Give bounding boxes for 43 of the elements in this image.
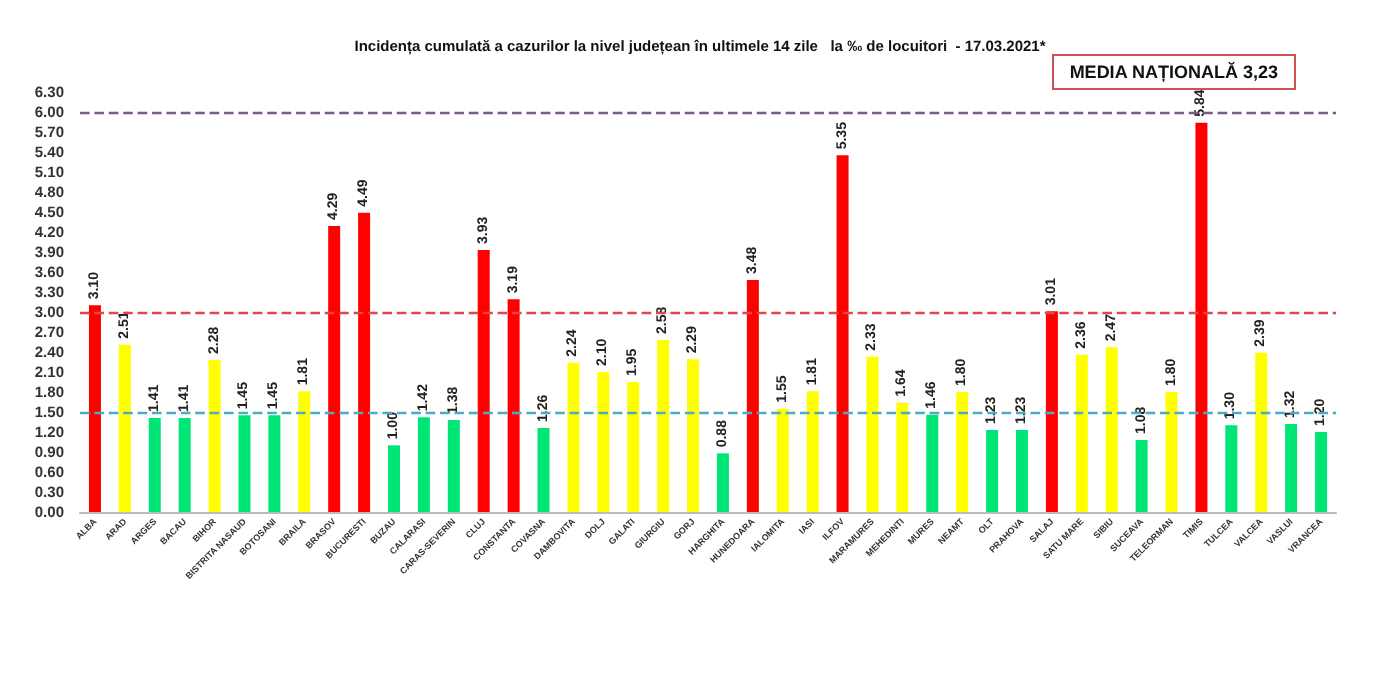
bar xyxy=(88,305,101,512)
bar xyxy=(776,408,789,512)
bar xyxy=(746,280,759,512)
bar xyxy=(1016,430,1028,512)
bar xyxy=(687,359,700,512)
bar xyxy=(358,212,371,512)
bar xyxy=(657,340,670,512)
bar xyxy=(477,250,490,512)
bar xyxy=(627,382,640,512)
bar xyxy=(148,418,161,512)
bar xyxy=(836,155,849,512)
bar xyxy=(896,402,909,512)
bar xyxy=(1135,440,1148,512)
bar xyxy=(298,391,311,512)
bar xyxy=(1165,392,1178,512)
bar xyxy=(1315,432,1328,512)
bar xyxy=(417,417,430,512)
text: MEDIA NAȚIONALĂ 3,23 xyxy=(1051,54,1296,90)
bar xyxy=(208,360,221,512)
bar xyxy=(1285,424,1298,512)
bar xyxy=(716,453,729,512)
bar xyxy=(1105,347,1118,512)
bar xyxy=(1045,311,1058,512)
bar xyxy=(118,344,131,512)
bar xyxy=(328,226,341,512)
bar xyxy=(447,420,460,512)
bar xyxy=(1255,352,1268,512)
bar xyxy=(956,392,969,512)
bar xyxy=(1075,354,1088,512)
bar xyxy=(567,362,580,512)
bar xyxy=(238,415,251,512)
bar xyxy=(926,414,939,512)
bar xyxy=(178,418,191,512)
bar xyxy=(986,430,999,512)
bar xyxy=(806,391,819,512)
bar xyxy=(537,428,550,512)
bar xyxy=(268,415,281,512)
bar xyxy=(388,445,400,512)
bar xyxy=(1225,425,1238,512)
bar xyxy=(1195,122,1208,512)
bar xyxy=(507,299,520,512)
bar xyxy=(866,356,879,512)
bar xyxy=(597,372,610,512)
